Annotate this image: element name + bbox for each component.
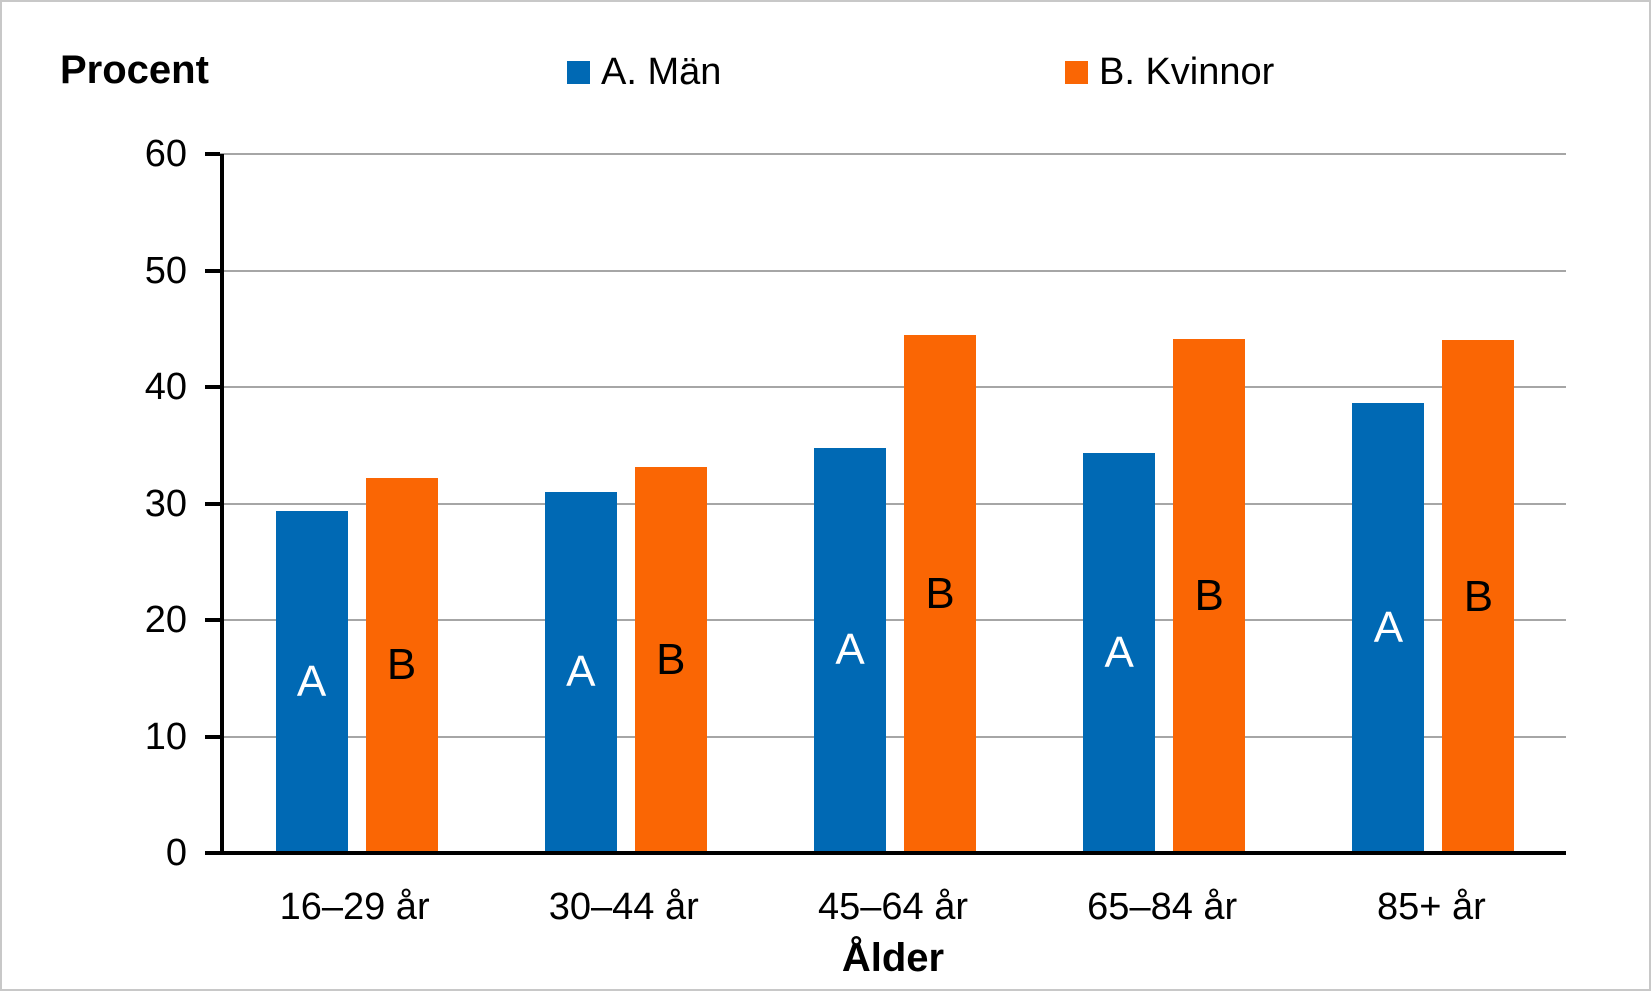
x-category-label-3: 65–84 år xyxy=(1087,886,1238,928)
y-tick-label-40: 40 xyxy=(144,366,187,408)
bar-series0-cat1: A xyxy=(544,491,617,853)
y-tick-label-50: 50 xyxy=(144,249,187,292)
gridline-40 xyxy=(220,386,1566,388)
gridline-50 xyxy=(220,269,1566,272)
x-category-label-2: 45–64 år xyxy=(817,886,968,928)
bar-label-series0-cat1: A xyxy=(566,647,596,697)
bar-series1-cat4: B xyxy=(1442,340,1515,853)
bar-label-series0-cat2: A xyxy=(835,625,865,675)
y-tick-40 xyxy=(205,385,220,389)
bar-label-series1-cat4: B xyxy=(1463,571,1494,621)
bar-label-series0-cat4: A xyxy=(1373,603,1404,653)
bar-series1-cat2: B xyxy=(904,334,976,853)
bar-series1-cat3: B xyxy=(1173,339,1246,853)
legend-swatch-men-icon xyxy=(567,60,590,84)
bar-label-series1-cat0: B xyxy=(386,640,417,690)
y-tick-20 xyxy=(205,618,220,622)
y-tick-label-0: 0 xyxy=(165,832,187,874)
y-tick-10 xyxy=(205,734,220,739)
plot-area: Ålder 0 10 20 30 40 50 60 A A A A A B B B B B 16–29 år 30–… xyxy=(145,133,1566,980)
x-axis-line xyxy=(205,851,1566,855)
legend-item-men: A. Män xyxy=(567,52,721,92)
gridline-60 xyxy=(220,153,1566,155)
bar-series1-cat0: B xyxy=(365,477,438,853)
y-axis-title: Procent xyxy=(60,48,209,92)
x-category-label-0: 16–29 år xyxy=(279,886,430,928)
legend-swatch-women-icon xyxy=(1065,60,1088,84)
y-tick-label-10: 10 xyxy=(144,715,187,758)
y-tick-label-60: 60 xyxy=(144,133,187,175)
y-tick-60 xyxy=(205,152,220,156)
gridline-30 xyxy=(220,502,1566,505)
legend-label-women: B. Kvinnor xyxy=(1099,51,1275,93)
bar-series0-cat2: A xyxy=(814,447,886,853)
bar-label-series1-cat1: B xyxy=(656,635,686,685)
y-tick-30 xyxy=(205,501,220,506)
legend-item-women: B. Kvinnor xyxy=(1065,52,1274,92)
x-category-label-1: 30–44 år xyxy=(548,886,699,928)
gridline-10 xyxy=(220,735,1566,738)
gridline-20 xyxy=(220,619,1566,621)
bar-label-series0-cat3: A xyxy=(1104,628,1134,678)
y-tick-50 xyxy=(205,268,220,273)
bar-label-series1-cat3: B xyxy=(1194,571,1224,621)
y-axis-line xyxy=(220,154,224,853)
bar-series0-cat0: A xyxy=(275,510,348,853)
bar-label-series1-cat2: B xyxy=(925,568,955,618)
bar-series0-cat4: A xyxy=(1352,403,1425,853)
y-tick-label-30: 30 xyxy=(144,482,187,525)
bar-series0-cat3: A xyxy=(1083,453,1156,853)
bar-series1-cat1: B xyxy=(634,467,707,853)
x-category-label-4: 85+ år xyxy=(1376,886,1486,928)
y-tick-label-20: 20 xyxy=(144,599,187,641)
bar-label-series0-cat0: A xyxy=(296,656,327,706)
x-axis-title: Ålder xyxy=(841,936,945,980)
legend-label-men: A. Män xyxy=(601,51,722,93)
